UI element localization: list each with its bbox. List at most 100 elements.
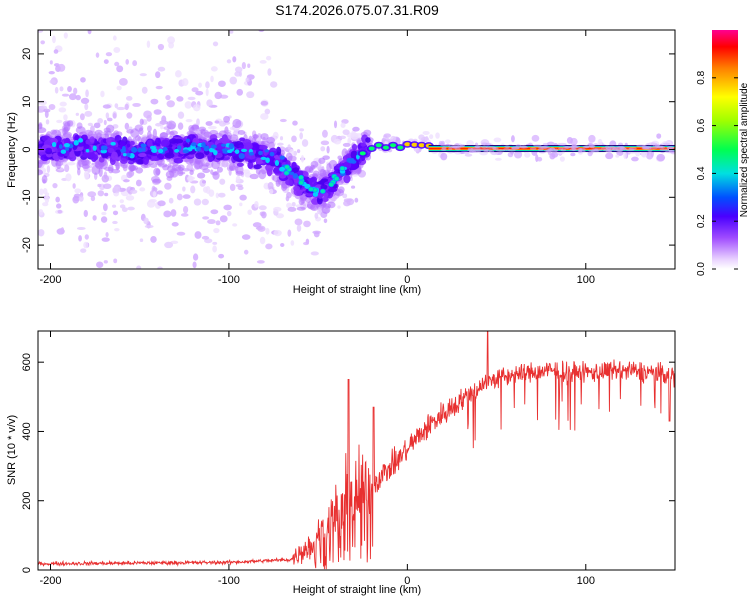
spectrogram-noise-speck bbox=[103, 203, 108, 212]
spectrogram-noise-speck bbox=[291, 201, 296, 207]
spectrogram-core-speck bbox=[328, 187, 338, 193]
spectrogram-noise-speck bbox=[296, 149, 301, 154]
spectrogram-tone-fuzz bbox=[562, 146, 570, 149]
spectrogram-noise-speck bbox=[57, 63, 66, 72]
spectrogram-hot-spot bbox=[279, 166, 286, 172]
spectrogram-noise-speck bbox=[83, 241, 89, 249]
spectrogram-hot-spot bbox=[73, 140, 79, 146]
spectrogram-noise-speck bbox=[176, 193, 183, 201]
spectrogram-noise-speck bbox=[597, 138, 603, 147]
spectrogram-noise-speck bbox=[215, 220, 221, 226]
spectrogram-noise-speck bbox=[342, 129, 350, 136]
spectrogram-hot-spot bbox=[227, 149, 233, 154]
spectrogram-core-speck bbox=[322, 195, 329, 202]
spectrogram-hot-spot bbox=[355, 154, 360, 160]
spectrogram-noise-speck bbox=[418, 134, 425, 141]
snr-x-ticks: -200 -100 0 100 bbox=[39, 331, 595, 587]
spectrogram-noise-speck bbox=[132, 60, 138, 67]
spectrogram-hot-spot bbox=[63, 142, 70, 148]
spectrogram-core-speck bbox=[360, 142, 367, 147]
spectrogram-noise-speck bbox=[287, 144, 291, 150]
spectrogram-noise-speck bbox=[223, 204, 232, 211]
spectrogram-x-tick-label: 100 bbox=[577, 274, 595, 286]
spectrogram-noise-speck bbox=[116, 85, 122, 91]
spectrogram-noise-speck bbox=[340, 122, 346, 128]
spectrogram-noise-speck bbox=[38, 209, 44, 216]
spectrogram-core-speck bbox=[38, 143, 44, 149]
colorbar-tick-label: 0.6 bbox=[696, 118, 707, 132]
spectrogram-tone-fuzz bbox=[473, 148, 482, 152]
snr-series-line bbox=[38, 331, 675, 570]
spectrogram-noise-speck bbox=[273, 206, 282, 212]
snr-y-tick-label: 400 bbox=[21, 422, 33, 440]
spectrogram-noise-speck bbox=[296, 224, 302, 232]
spectrogram-x-tick-label: 0 bbox=[404, 274, 410, 286]
spectrogram-noise-speck bbox=[85, 89, 89, 98]
spectrogram-core-speck bbox=[98, 156, 105, 163]
spectrogram-halo-speck bbox=[162, 164, 169, 171]
spectrogram-noise-speck bbox=[346, 198, 355, 206]
spectrogram-halo-speck bbox=[224, 126, 229, 136]
spectrogram-core-speck bbox=[243, 141, 253, 151]
spectrogram-noise-speck bbox=[215, 192, 219, 199]
spectrogram-noise-speck bbox=[97, 118, 104, 124]
spectrogram-noise-speck bbox=[53, 20, 59, 26]
spectrogram-halo-speck bbox=[91, 165, 101, 175]
spectrogram-halo-speck bbox=[169, 130, 178, 136]
spectrogram-halo-speck bbox=[326, 162, 332, 172]
spectrogram-tone-fuzz bbox=[558, 147, 564, 150]
spectrogram-noise-speck bbox=[38, 30, 44, 33]
spectrogram-noise-speck bbox=[39, 188, 44, 196]
spectrogram-core-speck bbox=[275, 146, 282, 156]
spectrogram-noise-speck bbox=[130, 189, 138, 194]
spectrogram-noise-speck bbox=[147, 125, 152, 132]
spectrogram-core-speck bbox=[160, 139, 170, 147]
spectrogram-noise-speck bbox=[290, 240, 295, 246]
spectrogram-noise-speck bbox=[113, 258, 118, 264]
spectrogram-transition-core bbox=[411, 142, 418, 147]
spectrogram-noise-speck bbox=[43, 108, 51, 113]
spectrogram-tone-fuzz bbox=[542, 142, 550, 146]
spectrogram-hot-spot bbox=[120, 148, 127, 153]
spectrogram-y-tick-label: 10 bbox=[21, 96, 33, 108]
spectrogram-tone-fuzz bbox=[515, 144, 522, 148]
spectrogram-noise-speck bbox=[125, 95, 133, 101]
spectrogram-noise-speck bbox=[192, 261, 197, 269]
spectrogram-tone-fuzz bbox=[605, 149, 613, 153]
spectrogram-noise-speck bbox=[46, 165, 51, 173]
spectrogram-noise-speck bbox=[128, 126, 133, 130]
spectrogram-halo-speck bbox=[38, 159, 44, 168]
spectrogram-noise-speck bbox=[83, 171, 90, 178]
spectrogram-noise-speck bbox=[201, 235, 210, 240]
spectrogram-noise-speck bbox=[192, 253, 199, 261]
spectrogram-noise-speck bbox=[435, 132, 440, 139]
spectrogram-noise-speck bbox=[57, 209, 63, 214]
snr-y-ticks: 0 200 400 600 bbox=[21, 353, 675, 573]
spectrogram-tone-fuzz bbox=[578, 148, 583, 152]
spectrogram-noise-speck bbox=[168, 197, 174, 204]
spectrogram-noise-speck bbox=[299, 132, 304, 140]
spectrogram-noise-speck bbox=[123, 179, 130, 183]
spectrogram-noise-speck bbox=[67, 86, 72, 93]
spectrogram-noise-speck bbox=[320, 146, 326, 152]
spectrogram-halo-speck bbox=[128, 162, 135, 173]
spectrogram-noise-speck bbox=[354, 133, 363, 138]
spectrogram-halo-speck bbox=[268, 141, 275, 150]
spectrogram-noise-speck bbox=[190, 185, 196, 194]
spectrogram-noise-speck bbox=[56, 119, 63, 124]
spectrogram-hot-spot bbox=[269, 151, 275, 157]
spectrogram-core-speck bbox=[247, 161, 254, 169]
spectrogram-noise-speck bbox=[205, 81, 210, 89]
snr-y-tick-label: 200 bbox=[21, 492, 33, 510]
spectrogram-tone-fuzz bbox=[647, 142, 658, 146]
spectrogram-halo-speck bbox=[258, 169, 267, 180]
spectrogram-hot-spot bbox=[279, 155, 285, 160]
spectrogram-core-speck bbox=[81, 134, 88, 141]
spectrogram-noise-speck bbox=[587, 151, 593, 157]
spectrogram-noise-speck bbox=[165, 94, 171, 101]
spectrogram-noise-speck bbox=[279, 118, 287, 123]
spectrogram-noise-speck bbox=[157, 43, 165, 51]
spectrogram-noise-speck bbox=[39, 105, 48, 110]
spectrogram-core-speck bbox=[129, 140, 135, 146]
